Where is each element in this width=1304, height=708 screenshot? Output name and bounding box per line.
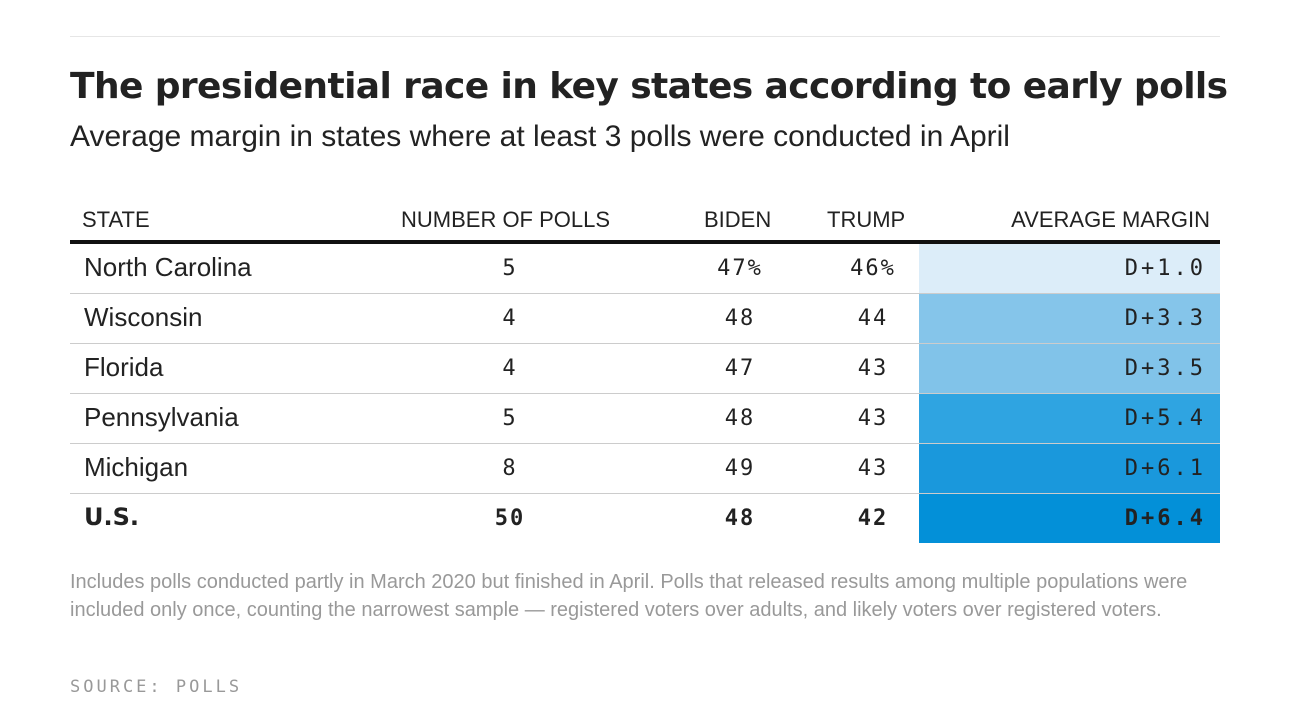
poll-count: 8 [502, 456, 518, 481]
chart-title: The presidential race in key states acco… [70, 66, 1228, 107]
chart-subtitle: Average margin in states where at least … [70, 120, 1010, 153]
margin-cell: D+1.0 [919, 244, 1220, 293]
table-row: Florida 4 47 43 D+3.5 [70, 344, 1220, 394]
poll-count: 4 [502, 356, 518, 381]
table-row: Wisconsin 4 48 44 D+3.3 [70, 294, 1220, 344]
table-row: Pennsylvania 5 48 43 D+5.4 [70, 394, 1220, 444]
biden-share: 47 [724, 356, 756, 381]
header-trump: TRUMP [827, 207, 906, 232]
biden-share: 48 [724, 406, 756, 431]
average-margin-value: D+5.4 [1124, 406, 1206, 431]
trump-share: 43 [857, 356, 889, 381]
average-margin-value: D+1.0 [1124, 256, 1206, 281]
table-row: Michigan 8 49 43 D+6.1 [70, 444, 1220, 494]
table-row: North Carolina 5 47% 46% D+1.0 [70, 244, 1220, 294]
margin-cell: D+6.4 [919, 494, 1220, 543]
trump-share: 44 [857, 306, 889, 331]
biden-share: 48 [724, 306, 756, 331]
biden-share: 47% [717, 256, 763, 281]
table-header: STATE NUMBER OF POLLS BIDEN TRUMP AVERAG… [70, 200, 1220, 244]
trump-share: 42 [857, 506, 889, 531]
poll-table: STATE NUMBER OF POLLS BIDEN TRUMP AVERAG… [70, 200, 1220, 543]
state-name: Florida [84, 352, 164, 382]
source-line: SOURCE: POLLS [70, 677, 243, 697]
trump-share: 43 [857, 456, 889, 481]
header-state: STATE [82, 207, 150, 232]
poll-count: 4 [502, 306, 518, 331]
biden-share: 48 [724, 506, 756, 531]
footnote: Includes polls conducted partly in March… [70, 571, 1188, 621]
state-name: North Carolina [84, 252, 252, 282]
table-body: North Carolina 5 47% 46% D+1.0 Wisconsin 4 48 44… [70, 244, 1220, 543]
average-margin-value: D+6.1 [1124, 456, 1206, 481]
margin-cell: D+5.4 [919, 394, 1220, 443]
top-divider [70, 36, 1220, 37]
chart-page: The presidential race in key states acco… [70, 0, 1228, 708]
margin-cell: D+6.1 [919, 444, 1220, 493]
header-biden: BIDEN [704, 207, 772, 232]
average-margin-value: D+3.5 [1124, 356, 1206, 381]
trump-share: 46% [850, 256, 896, 281]
poll-count: 50 [494, 506, 526, 531]
poll-count: 5 [502, 406, 518, 431]
table-row: U.S. 50 48 42 D+6.4 [70, 494, 1220, 543]
margin-cell: D+3.5 [919, 344, 1220, 393]
state-name: Pennsylvania [84, 402, 239, 432]
average-margin-value: D+6.4 [1124, 506, 1206, 531]
biden-share: 49 [724, 456, 756, 481]
state-name: Wisconsin [84, 302, 203, 332]
poll-count: 5 [502, 256, 518, 281]
trump-share: 43 [857, 406, 889, 431]
header-number-of-polls: NUMBER OF POLLS [401, 207, 611, 232]
state-name: Michigan [84, 452, 189, 482]
average-margin-value: D+3.3 [1124, 306, 1206, 331]
margin-cell: D+3.3 [919, 294, 1220, 343]
header-average-margin: AVERAGE MARGIN [1011, 207, 1210, 232]
state-name: U.S. [84, 503, 140, 531]
